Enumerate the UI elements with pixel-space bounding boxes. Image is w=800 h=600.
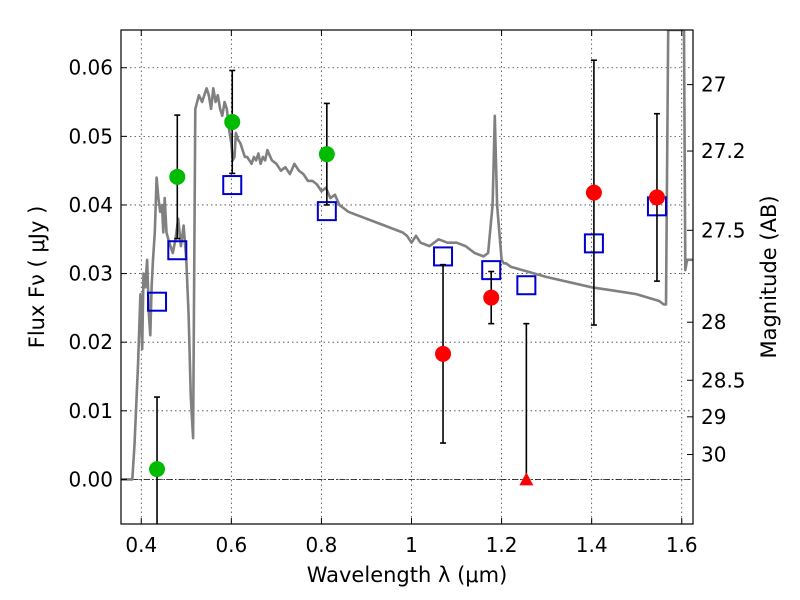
axes-frame [120,29,694,525]
magnitude-tick-label: 27 [701,73,726,97]
x-tick-label: 1.2 [486,533,518,557]
measurement-point [585,184,602,201]
magnitude-tick-label: 28 [701,310,726,334]
x-tick-label: 1.4 [576,533,608,557]
y-tick-label: 0.00 [68,467,113,491]
x-tick-label: 0.6 [215,533,247,557]
model-sed-line [121,30,693,481]
y-tick-label: 0.06 [68,56,113,80]
magnitude-tick-label: 27.5 [701,218,746,242]
x-axis-title: Wavelength λ (μm) [307,563,508,587]
model-flux-square [516,275,537,296]
measurement-point [648,189,665,206]
x-tick-label: 1.6 [666,533,698,557]
x-tick-label: 0.4 [125,533,157,557]
measurement-point [224,113,241,130]
model-flux-square [222,175,243,196]
grid-layer [121,30,693,524]
magnitude-tick-label: 28.5 [701,368,746,392]
y-tick-label: 0.02 [68,330,113,354]
magnitude-tick-label: 27.2 [701,139,746,163]
y-tick-label: 0.01 [68,399,113,423]
tick-layer: 0.4 0.6 0.8 1 1.2 1.4 1.6 0.00 0.01 0.02 0.03 0.04 0… [68,30,746,557]
upper-limit-marker [519,472,534,486]
plot-area [121,30,693,524]
x-tick-label: 0.8 [306,533,338,557]
magnitude-tick-label: 29 [701,405,726,429]
measurement-point [435,345,452,362]
right-axis-title: Magnitude (AB) [757,195,781,358]
x-tick-label: 1 [405,533,418,557]
measurement-point [318,146,335,163]
y-tick-label: 0.04 [68,193,113,217]
y-tick-label: 0.03 [68,262,113,286]
measurement-point [149,461,166,478]
data-layer [121,30,693,524]
magnitude-tick-label: 30 [701,442,726,466]
model-flux-square [167,240,188,261]
measurement-point [169,168,186,185]
y-tick-label: 0.05 [68,124,113,148]
y-axis-title: Flux Fν ( μJy ) [25,206,49,349]
model-flux-square [147,291,168,312]
measurement-point [483,289,500,306]
